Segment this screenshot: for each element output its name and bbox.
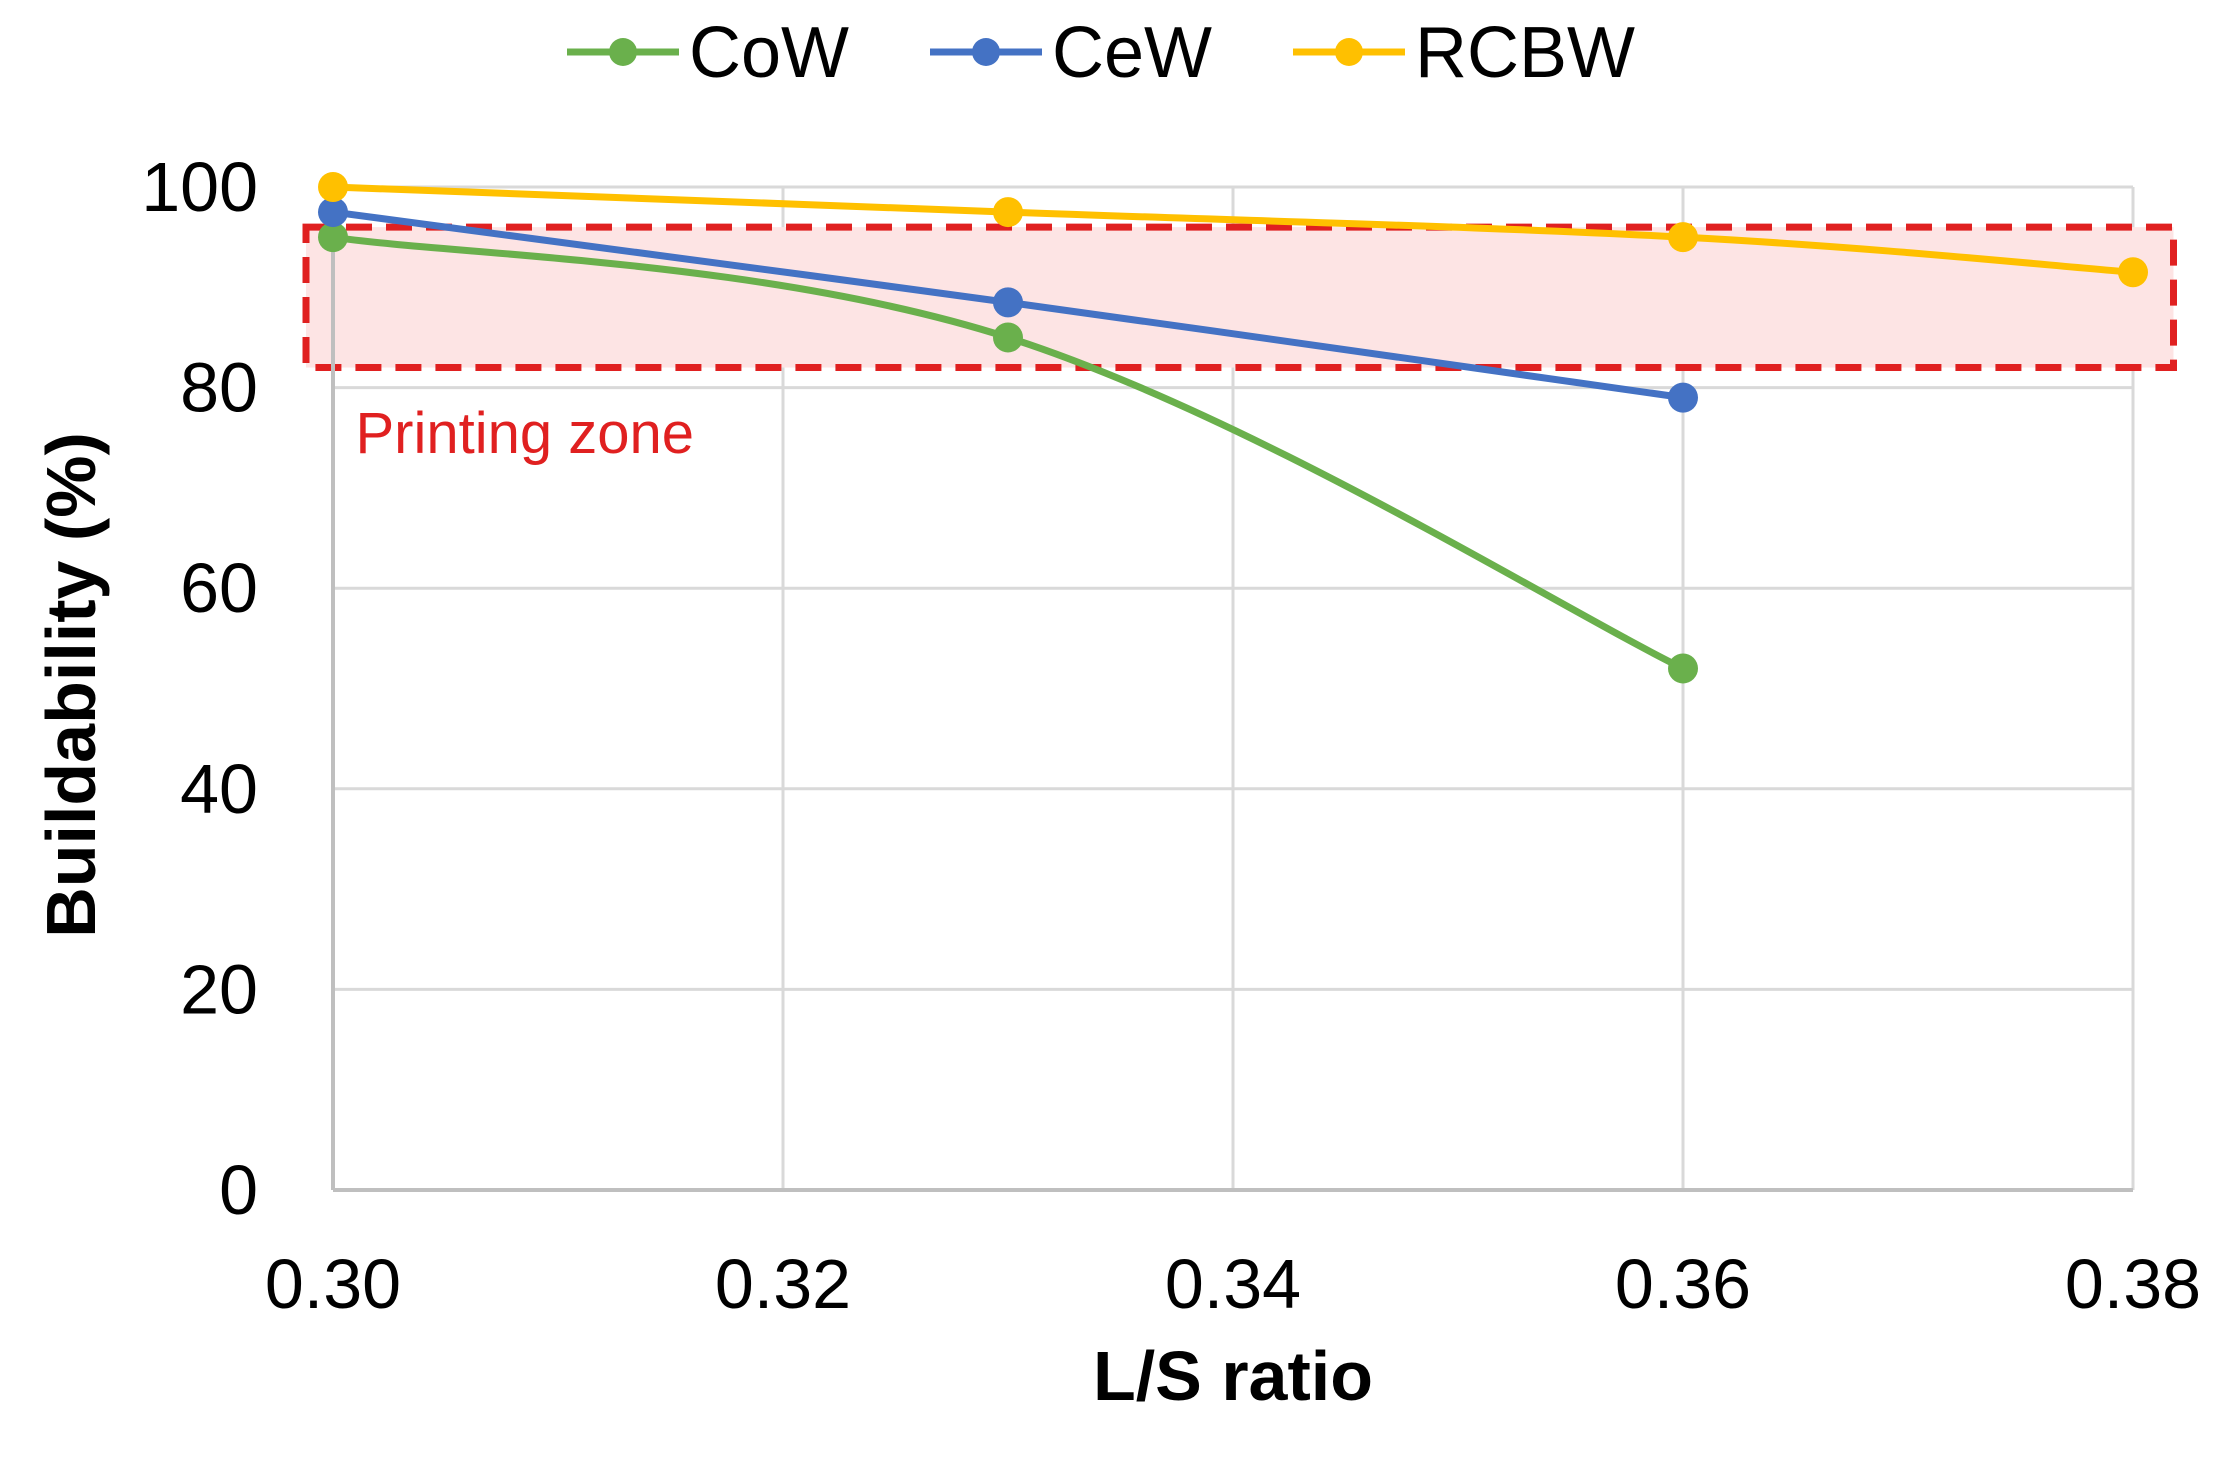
y-tick-label-2: 40 [180,750,258,828]
y-tick-label-3: 60 [180,549,258,627]
y-tick-label-0: 0 [219,1151,258,1229]
y-tick-label-5: 100 [141,148,258,226]
legend-label-cew: CeW [1052,13,1212,93]
legend: CoW CeW RCBW [567,13,1635,93]
legend-marker-rcbw [1335,38,1363,66]
legend-label-cow: CoW [689,13,849,93]
x-tick-label-3: 0.36 [1615,1245,1751,1323]
point-rcbw-3 [2118,257,2148,288]
series [318,172,2148,684]
y-tick-label-4: 80 [180,349,258,427]
legend-marker-cew [972,38,1000,66]
x-axis-title: L/S ratio [1093,1337,1373,1415]
series-line-rcbw [329,183,2137,276]
point-cow-1 [993,322,1023,353]
point-cew-1 [993,287,1023,318]
point-cew-0 [318,197,348,228]
point-cow-2 [1668,653,1698,684]
y-axis-title: Buildability (%) [32,432,110,938]
axes: 0.30 0.32 0.34 0.36 0.38 0 20 40 60 80 100 [141,148,2201,1323]
point-cew-2 [1668,382,1698,413]
point-cow-0 [318,222,348,253]
x-tick-label-4: 0.38 [2065,1245,2201,1323]
y-tick-label-1: 20 [180,950,258,1028]
x-tick-label-0: 0.30 [265,1245,401,1323]
x-tick-label-1: 0.32 [715,1245,851,1323]
point-rcbw-1 [993,197,1023,228]
legend-label-rcbw: RCBW [1415,13,1635,93]
legend-marker-cow [609,38,637,66]
point-rcbw-0 [318,172,348,202]
printing-zone-label: Printing zone [356,401,695,466]
point-rcbw-2 [1668,222,1698,253]
x-tick-label-2: 0.34 [1165,1245,1301,1323]
